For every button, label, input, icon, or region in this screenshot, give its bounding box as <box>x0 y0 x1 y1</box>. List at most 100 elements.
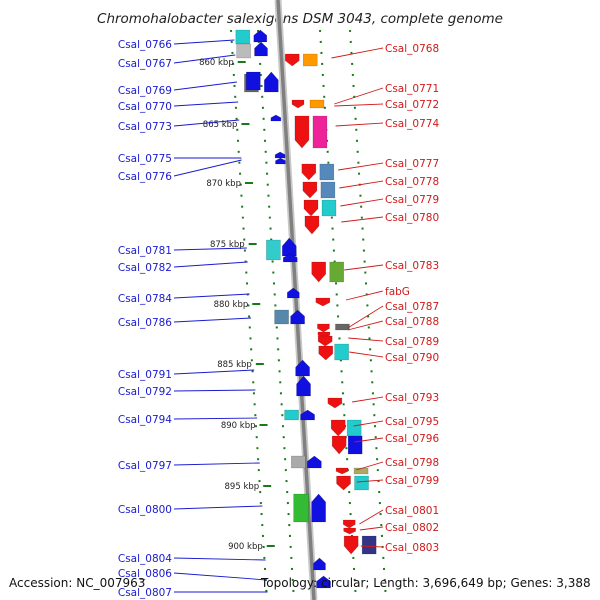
reverse-gene-feature <box>291 99 305 109</box>
label-leader-line <box>173 101 239 107</box>
forward-gene-feature <box>286 287 300 299</box>
gene-label-reverse: Csal_0796 <box>385 433 439 445</box>
reverse-gene-feature <box>317 323 330 333</box>
reverse-gene-feature <box>347 435 363 455</box>
reverse-gene-feature <box>320 181 336 199</box>
label-leader-line <box>338 162 384 171</box>
reverse-gene-feature <box>301 163 317 181</box>
gene-features <box>235 29 377 589</box>
forward-gene-feature <box>290 309 305 325</box>
gene-label-forward: Csal_0773 <box>118 121 172 133</box>
forward-gene-feature <box>235 29 251 45</box>
reverse-gene-feature <box>294 115 310 149</box>
reverse-gene-feature <box>309 99 325 109</box>
reverse-gene-feature <box>336 475 351 491</box>
gene-label-forward: Csal_0786 <box>118 317 172 329</box>
reverse-gene-feature <box>329 261 345 283</box>
kbp-tick-label: 895 kbp <box>225 482 260 492</box>
label-leader-line <box>173 247 247 251</box>
forward-gene-feature <box>275 157 286 165</box>
gene-label-forward: Csal_0776 <box>118 171 172 183</box>
kbp-tick-label: 875 kbp <box>210 240 245 250</box>
gene-label-reverse: Csal_0778 <box>385 176 439 188</box>
forward-gene-feature <box>307 455 322 469</box>
gene-label-reverse: Csal_0789 <box>385 336 439 348</box>
reverse-gene-feature <box>312 115 328 149</box>
forward-gene-feature <box>274 151 286 159</box>
label-leader-line <box>173 159 242 177</box>
gene-label-reverse: Csal_0779 <box>385 194 439 206</box>
reverse-gene-feature <box>311 261 327 283</box>
reverse-gene-feature <box>317 335 333 347</box>
gene-label-forward: Csal_0782 <box>118 262 172 274</box>
gene-label-reverse: Csal_0801 <box>385 505 439 517</box>
label-leader-line <box>173 119 240 127</box>
label-leader-line <box>340 198 384 207</box>
reverse-gene-feature <box>303 199 319 217</box>
forward-gene-feature <box>264 71 279 93</box>
label-leader-line <box>173 54 236 64</box>
gene-label-reverse: Csal_0783 <box>385 260 439 272</box>
gene-label-forward: Csal_0794 <box>118 414 172 426</box>
gene-label-forward: Csal_0804 <box>118 553 172 565</box>
label-leader-line <box>348 337 384 342</box>
label-leader-line <box>173 293 250 299</box>
label-leader-line <box>349 351 384 358</box>
gene-label-forward: Csal_0792 <box>118 386 172 398</box>
gene-label-reverse: Csal_0799 <box>385 475 439 487</box>
reverse-gene-feature <box>343 535 359 555</box>
topology-text: Topology: circular; Length: 3,696,649 bp… <box>260 576 591 590</box>
forward-gene-feature <box>266 239 281 261</box>
kbp-tick-label: 880 kbp <box>214 300 249 310</box>
gene-label-reverse: Csal_0772 <box>385 99 439 111</box>
forward-gene-feature <box>296 375 311 397</box>
forward-gene-feature <box>254 41 268 57</box>
label-leader-line <box>173 369 255 375</box>
label-leader-line <box>352 396 384 403</box>
kbp-tick-label: 865 kbp <box>203 120 238 130</box>
reverse-gene-feature <box>315 297 331 307</box>
forward-gene-feature <box>295 359 310 377</box>
reverse-gene-feature <box>318 345 334 361</box>
label-leader-line <box>339 180 384 189</box>
map-title: Chromohalobacter salexigens DSM 3043, co… <box>97 11 503 27</box>
kbp-ticks: 860 kbp 865 kbp 870 kbp 875 kbp 880 kbp 885 k… <box>199 58 275 552</box>
reverse-gene-feature <box>302 53 318 67</box>
gene-label-reverse: fabG <box>385 286 410 298</box>
gene-label-forward: Csal_0797 <box>118 460 172 472</box>
reverse-gene-feature <box>361 535 377 555</box>
label-leader-line <box>335 122 384 127</box>
label-leader-line <box>173 389 256 392</box>
gene-label-forward: Csal_0770 <box>118 101 172 113</box>
forward-gene-feature <box>311 493 326 523</box>
gene-label-reverse: Csal_0802 <box>385 522 439 534</box>
reverse-gene-feature <box>343 527 356 535</box>
gene-label-reverse: Csal_0777 <box>385 158 439 170</box>
kbp-tick-label: 890 kbp <box>221 421 256 431</box>
reverse-gene-feature <box>342 519 356 529</box>
kbp-tick-label: 885 kbp <box>217 360 252 370</box>
reverse-gene-feature <box>284 53 300 67</box>
gene-label-reverse: Csal_0768 <box>385 43 439 55</box>
forward-gene-feature <box>246 71 261 91</box>
reverse-gene-feature <box>304 215 320 235</box>
label-leader-line <box>173 417 258 420</box>
gene-label-reverse: Csal_0774 <box>385 118 439 130</box>
reverse-gene-feature <box>330 419 346 437</box>
forward-gene-feature <box>284 409 299 421</box>
label-leader-line <box>345 290 384 301</box>
gene-label-reverse: Csal_0788 <box>385 316 439 328</box>
label-leader-line <box>356 461 384 471</box>
label-leader-line <box>173 81 237 91</box>
label-leader-line <box>173 261 248 268</box>
reverse-gene-feature <box>319 163 335 181</box>
gene-label-forward: Csal_0767 <box>118 58 172 70</box>
label-leader-line <box>173 462 260 466</box>
gene-label-reverse: Csal_0780 <box>385 212 439 224</box>
reverse-gene-feature <box>321 199 337 217</box>
label-leader-line <box>173 317 252 323</box>
label-leader-line <box>347 320 384 331</box>
label-leader-line <box>359 509 384 525</box>
reverse-gene-feature <box>346 419 362 437</box>
